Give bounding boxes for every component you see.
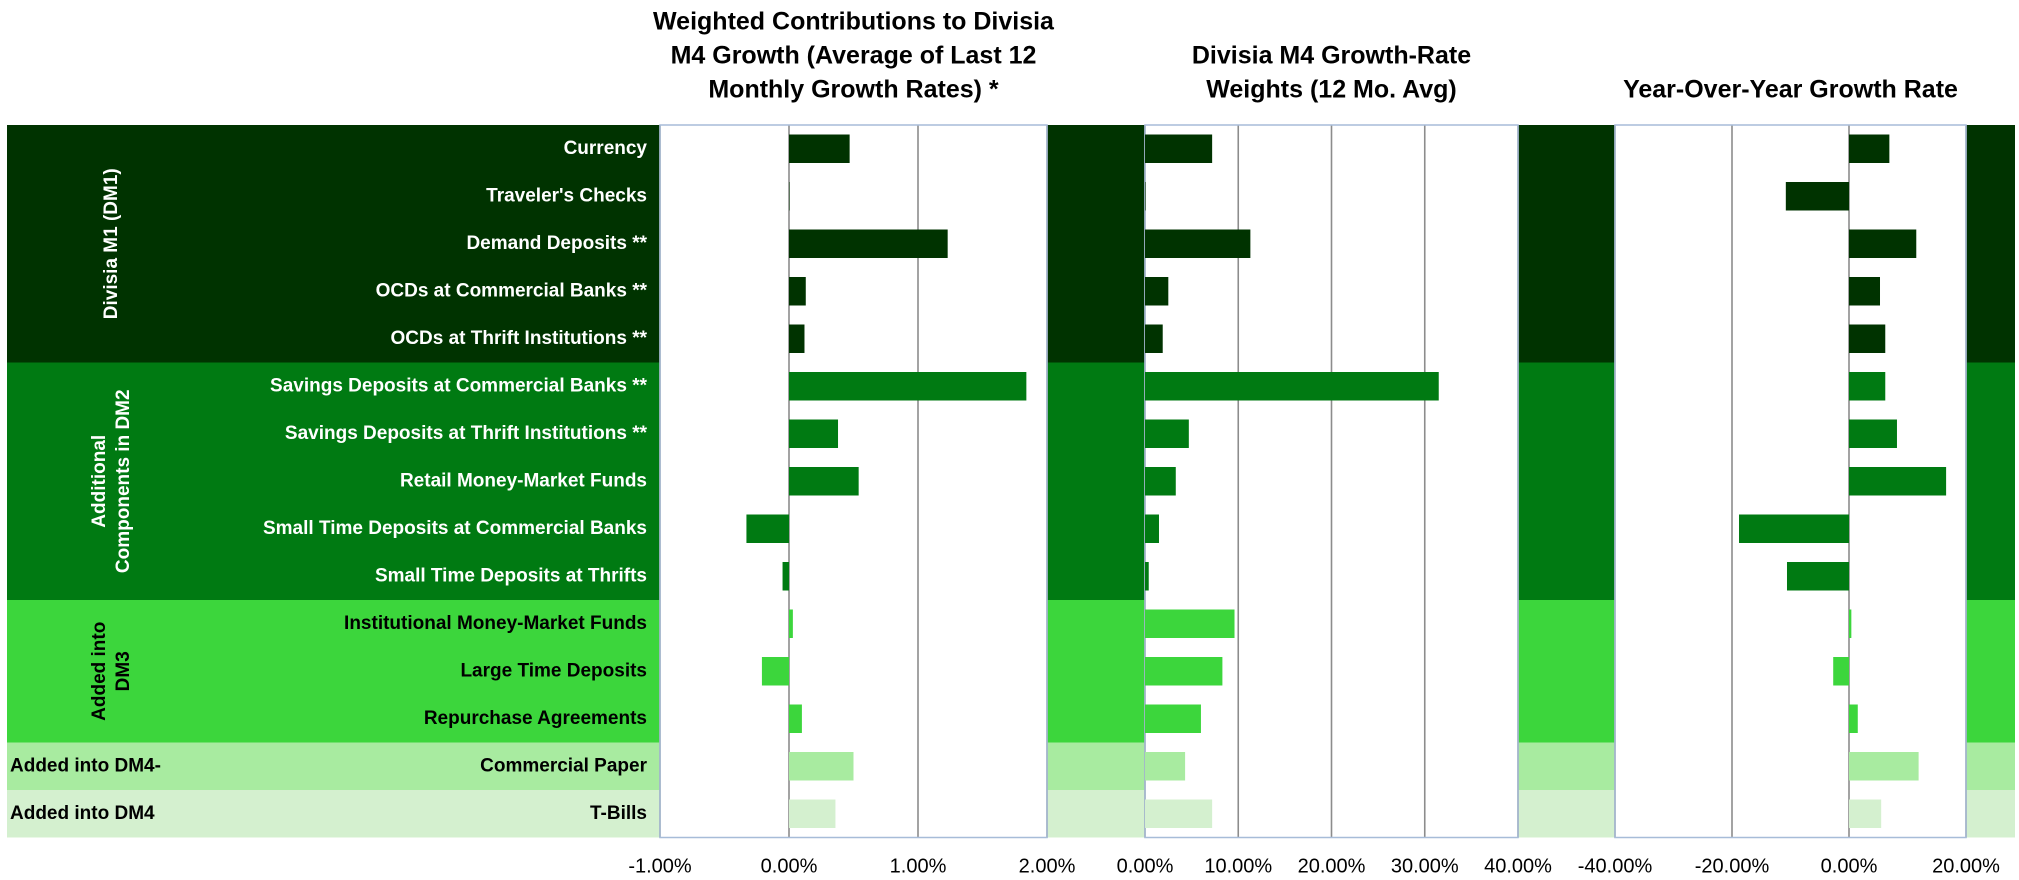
bar — [1145, 229, 1251, 258]
bar — [1145, 134, 1213, 163]
bar — [1145, 324, 1163, 353]
row-label: Savings Deposits at Commercial Banks ** — [270, 375, 648, 396]
x-tick-label: 30.00% — [1391, 855, 1459, 877]
x-tick-label: 1.00% — [890, 855, 947, 877]
row-label: OCDs at Commercial Banks ** — [376, 280, 648, 301]
bar — [1145, 467, 1176, 496]
bar — [1849, 419, 1897, 448]
bar — [789, 372, 1027, 401]
row-label: Repurchase Agreements — [424, 708, 647, 729]
bar — [1145, 752, 1186, 781]
bar — [789, 134, 850, 163]
x-tick-label: -1.00% — [628, 855, 692, 877]
group-label: Added into — [89, 622, 110, 721]
group-label: Added into DM4- — [10, 755, 161, 776]
bar — [789, 277, 806, 306]
bar — [1145, 372, 1439, 401]
x-tick-label: 0.00% — [1117, 855, 1174, 877]
bar — [789, 799, 836, 828]
row-label: Traveler's Checks — [486, 185, 647, 206]
x-tick-label: 0.00% — [761, 855, 818, 877]
row-label: OCDs at Thrift Institutions ** — [391, 328, 648, 349]
bar — [1145, 704, 1201, 733]
bar — [1849, 229, 1917, 258]
plot-border — [1614, 124, 1967, 839]
bar — [1145, 419, 1189, 448]
bar — [1786, 562, 1849, 591]
bar — [1145, 609, 1235, 638]
group-label: Components in DM2 — [113, 389, 134, 573]
bar — [1849, 277, 1881, 306]
row-label: Retail Money-Market Funds — [400, 470, 647, 491]
bar — [1849, 799, 1882, 828]
bar — [1849, 752, 1919, 781]
bar — [1849, 372, 1886, 401]
panel-title: Year-Over-Year Growth Rate — [1623, 76, 1958, 104]
group-label: Added into DM4 — [10, 803, 155, 824]
x-tick-label: 20.00% — [1298, 855, 1366, 877]
bar — [1849, 134, 1890, 163]
bar — [789, 229, 948, 258]
row-label: Savings Deposits at Thrift Institutions … — [285, 423, 648, 444]
bar — [746, 514, 789, 543]
row-label: Large Time Deposits — [460, 660, 647, 681]
bar — [1145, 182, 1146, 211]
bar — [1145, 562, 1149, 591]
bar — [789, 324, 805, 353]
bar — [1145, 657, 1223, 686]
row-label: Small Time Deposits at Commercial Banks — [263, 518, 647, 539]
x-tick-label: 2.00% — [1019, 855, 1076, 877]
group-label: Divisia M1 (DM1) — [101, 168, 122, 319]
bar — [1833, 657, 1849, 686]
x-tick-label: 10.00% — [1204, 855, 1272, 877]
bar — [1849, 704, 1858, 733]
panel-title: Divisia M4 Growth-Rate — [1192, 42, 1471, 70]
row-label: Institutional Money-Market Funds — [344, 613, 647, 634]
bar — [1785, 182, 1849, 211]
row-label: Commercial Paper — [480, 755, 647, 776]
bar — [789, 704, 802, 733]
row-label: Small Time Deposits at Thrifts — [375, 565, 647, 586]
bar — [789, 182, 790, 211]
row-label: T-Bills — [590, 803, 647, 824]
bar — [1849, 467, 1947, 496]
panel-title: M4 Growth (Average of Last 12 — [671, 42, 1037, 70]
group-label: DM3 — [113, 651, 134, 691]
row-label: Currency — [564, 138, 648, 159]
x-tick-label: 0.00% — [1821, 855, 1878, 877]
bar — [789, 419, 839, 448]
bar — [1849, 609, 1852, 638]
bar — [1849, 324, 1886, 353]
x-tick-label: -40.00% — [1578, 855, 1653, 877]
panel-title: Weighted Contributions to Divisia — [653, 8, 1055, 36]
x-tick-label: 40.00% — [1484, 855, 1552, 877]
bar — [1145, 514, 1159, 543]
bar — [1145, 277, 1169, 306]
bar — [782, 562, 789, 591]
bar — [1739, 514, 1849, 543]
bar — [761, 657, 789, 686]
group-label: Additional — [89, 435, 110, 528]
row-label: Demand Deposits ** — [466, 233, 647, 254]
x-tick-label: 20.00% — [1932, 855, 2000, 877]
panel-title: Monthly Growth Rates) * — [708, 76, 999, 104]
bar — [1145, 799, 1213, 828]
bar — [789, 467, 859, 496]
plot-border — [659, 124, 1048, 839]
bar — [789, 752, 854, 781]
panel-title: Weights (12 Mo. Avg) — [1206, 76, 1456, 104]
bar — [789, 609, 793, 638]
x-tick-label: -20.00% — [1695, 855, 1770, 877]
